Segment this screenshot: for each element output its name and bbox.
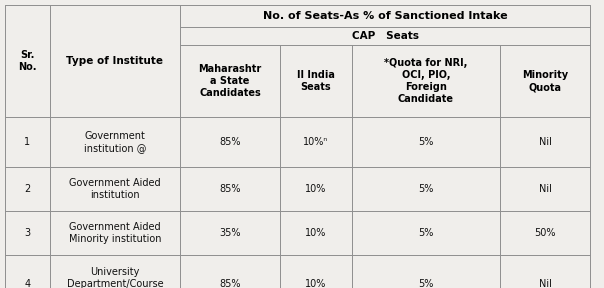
Text: Nil: Nil — [539, 279, 551, 288]
Text: 10%: 10% — [305, 184, 327, 194]
Bar — [352, 167, 500, 211]
Bar — [500, 211, 590, 255]
Text: 85%: 85% — [219, 279, 241, 288]
Text: 10%ⁿ: 10%ⁿ — [303, 137, 329, 147]
Bar — [352, 211, 500, 255]
Bar — [5, 5, 50, 117]
Bar — [352, 255, 500, 288]
Bar — [5, 255, 50, 288]
Text: 10%: 10% — [305, 228, 327, 238]
Bar — [500, 167, 590, 211]
Text: 1: 1 — [24, 137, 31, 147]
Bar — [5, 167, 50, 211]
Bar — [180, 211, 280, 255]
Text: Maharashtr
a State
Candidates: Maharashtr a State Candidates — [198, 64, 262, 98]
Text: Nil: Nil — [539, 184, 551, 194]
Bar — [280, 167, 352, 211]
Bar — [280, 117, 352, 167]
Text: 2: 2 — [24, 184, 31, 194]
Text: *Quota for NRI,
OCI, PIO,
Foreign
Candidate: *Quota for NRI, OCI, PIO, Foreign Candid… — [384, 58, 467, 104]
Bar — [5, 211, 50, 255]
Text: 4: 4 — [24, 279, 31, 288]
Bar — [50, 5, 180, 117]
Bar — [500, 117, 590, 167]
Bar — [180, 5, 590, 27]
Bar — [352, 45, 500, 117]
Text: Government Aided
Minority institution: Government Aided Minority institution — [69, 222, 161, 244]
Bar — [180, 117, 280, 167]
Bar — [50, 255, 180, 288]
Bar — [500, 45, 590, 117]
Text: Government
institution @: Government institution @ — [84, 131, 146, 153]
Bar — [180, 45, 280, 117]
Text: Nil: Nil — [539, 137, 551, 147]
Text: 85%: 85% — [219, 137, 241, 147]
Text: Il India
Seats: Il India Seats — [297, 70, 335, 92]
Text: 35%: 35% — [219, 228, 241, 238]
Bar — [280, 211, 352, 255]
Text: CAP   Seats: CAP Seats — [352, 31, 419, 41]
Bar — [5, 117, 50, 167]
Text: University
Department/Course
(Government Aided): University Department/Course (Government… — [65, 267, 165, 288]
Text: 3: 3 — [24, 228, 31, 238]
Bar — [280, 255, 352, 288]
Bar — [50, 211, 180, 255]
Bar — [180, 167, 280, 211]
Text: 5%: 5% — [419, 228, 434, 238]
Bar — [280, 45, 352, 117]
Bar — [50, 167, 180, 211]
Text: Government Aided
institution: Government Aided institution — [69, 178, 161, 200]
Text: 50%: 50% — [535, 228, 556, 238]
Bar — [500, 255, 590, 288]
Text: Type of Institute: Type of Institute — [66, 56, 164, 66]
Text: No. of Seats-As % of Sanctioned Intake: No. of Seats-As % of Sanctioned Intake — [263, 11, 507, 21]
Bar — [180, 27, 590, 45]
Text: 5%: 5% — [419, 184, 434, 194]
Text: 10%: 10% — [305, 279, 327, 288]
Bar — [352, 117, 500, 167]
Text: Sr.
No.: Sr. No. — [18, 50, 37, 72]
Text: 5%: 5% — [419, 137, 434, 147]
Text: Minority
Quota: Minority Quota — [522, 70, 568, 92]
Bar — [180, 255, 280, 288]
Text: 85%: 85% — [219, 184, 241, 194]
Bar — [50, 117, 180, 167]
Text: 5%: 5% — [419, 279, 434, 288]
